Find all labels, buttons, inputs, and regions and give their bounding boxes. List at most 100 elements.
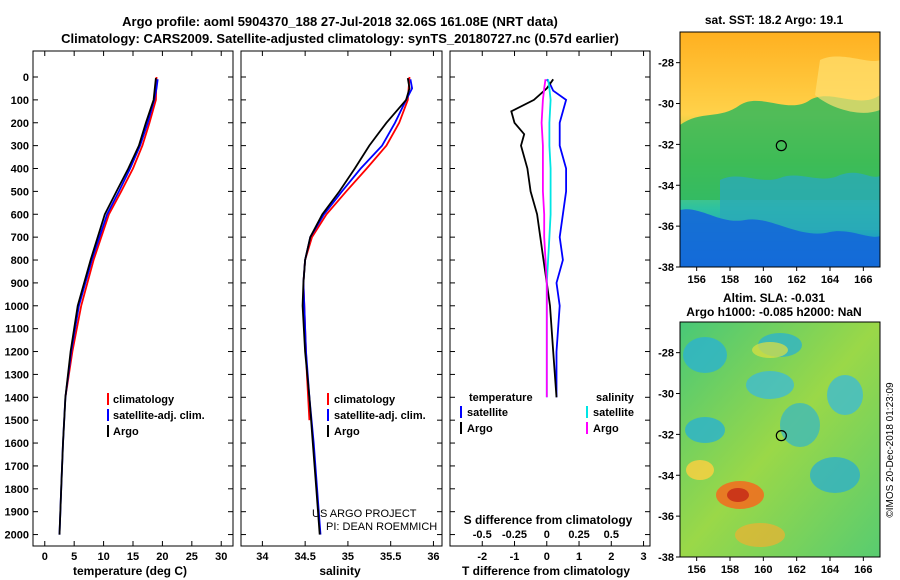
difference-legend-t-argo: Argo xyxy=(467,423,493,435)
difference-panel: -2 -1 0 1 2 3 T difference from climatology S… xyxy=(449,50,651,578)
map-x-tick-label: 162 xyxy=(787,564,805,576)
depth-tick-label: 500 xyxy=(11,186,29,198)
map-x-tick-label: 158 xyxy=(721,274,739,286)
x-tick-label: 34.5 xyxy=(294,551,315,563)
map-y-tick-label: -28 xyxy=(658,348,674,360)
depth-tick-label: 1600 xyxy=(5,438,29,450)
sst-map-warm-patch xyxy=(815,56,880,113)
difference-legend-s-argo: Argo xyxy=(593,423,619,435)
depth-tick-label: 0 xyxy=(23,72,29,84)
salinity-panel: 34 34.5 35 35.5 36 salinity climatology sate… xyxy=(240,50,443,578)
depth-tick-label: 600 xyxy=(11,209,29,221)
depth-tick-label: 1100 xyxy=(5,324,29,336)
sst-map-frame xyxy=(679,31,881,268)
sst-map-title: sat. SST: 18.2 Argo: 19.1 xyxy=(705,13,844,27)
difference-top-tick-label: 0.5 xyxy=(604,529,619,541)
temperature-xlabel: temperature (deg C) xyxy=(73,564,187,578)
depth-tick-label: 1400 xyxy=(5,392,29,404)
salinity-legend: climatology satellite-adj. clim. Argo xyxy=(327,393,426,438)
sst-map-field xyxy=(680,32,880,267)
map-x-tick-label: 156 xyxy=(687,564,705,576)
sla-map-low-7 xyxy=(810,457,860,493)
x-tick-label: 0 xyxy=(544,551,550,563)
header-title-line2: Climatology: CARS2009. Satellite-adjuste… xyxy=(61,31,619,46)
salinity-plot-frame xyxy=(240,50,443,547)
x-tick-label: 15 xyxy=(127,551,139,563)
depth-tick-label: 1500 xyxy=(5,415,29,427)
sst-map-argo-marker xyxy=(775,140,787,152)
x-tick-label: 10 xyxy=(97,551,109,563)
credit-pi: PI: DEAN ROEMMICH xyxy=(326,521,437,533)
difference-series-s-argo xyxy=(540,79,548,398)
temperature-legend-satellite: satellite-adj. clim. xyxy=(113,410,205,422)
salinity-lines xyxy=(301,76,414,535)
x-tick-label: -1 xyxy=(510,551,520,563)
x-tick-label: 30 xyxy=(215,551,227,563)
temperature-plot-frame xyxy=(32,50,234,547)
difference-xlabel: T difference from climatology xyxy=(462,564,630,578)
sla-map-field xyxy=(680,322,880,557)
difference-legend: temperature salinity satellite Argo sate… xyxy=(460,392,635,435)
sla-map-title: Altim. SLA: -0.031 xyxy=(723,291,825,305)
difference-series-t-argo xyxy=(510,78,558,398)
map-x-tick-label: 162 xyxy=(787,274,805,286)
salinity-ticks: 34 34.5 35 35.5 36 xyxy=(241,51,442,563)
difference-ticks: -2 -1 0 1 2 3 xyxy=(450,51,650,563)
sst-map-ticks: 156 158 160 162 164 166 -28 -30 -32 -34 -36 -38 xyxy=(658,58,872,286)
sla-map-low-3 xyxy=(746,371,794,399)
x-tick-label: 35 xyxy=(342,551,354,563)
depth-tick-label: 200 xyxy=(11,118,29,130)
temperature-series-climatology xyxy=(64,76,158,398)
x-tick-label: 34 xyxy=(256,551,269,563)
map-y-tick-label: -32 xyxy=(658,139,674,151)
temperature-legend: climatology satellite-adj. clim. Argo xyxy=(107,393,205,438)
x-tick-label: 36 xyxy=(427,551,439,563)
sla-map-high-core xyxy=(727,488,749,502)
temperature-series-argo xyxy=(58,78,157,535)
difference-legend-t-satellite: satellite xyxy=(467,407,508,419)
salinity-xlabel: salinity xyxy=(319,564,361,578)
depth-tick-label: 700 xyxy=(11,232,29,244)
temperature-ticks: 0100200300400500600700800900100011001200… xyxy=(5,51,233,563)
sla-map-high-3 xyxy=(686,460,714,480)
map-y-tick-label: -38 xyxy=(658,552,674,564)
depth-tick-label: 900 xyxy=(11,278,29,290)
x-tick-label: 20 xyxy=(156,551,168,563)
x-tick-label: 1 xyxy=(576,551,582,563)
difference-top-tick-label: 0.25 xyxy=(568,529,589,541)
sla-map-argo-marker xyxy=(775,430,787,442)
map-x-tick-label: 166 xyxy=(854,274,872,286)
sst-map-blue-band xyxy=(680,209,880,267)
salinity-legend-argo: Argo xyxy=(334,426,360,438)
temperature-legend-argo: Argo xyxy=(113,426,139,438)
salinity-series-argo xyxy=(301,77,411,535)
sst-map-cyan-band xyxy=(720,172,880,230)
depth-tick-label: 1300 xyxy=(5,369,29,381)
map-x-tick-label: 158 xyxy=(721,564,739,576)
map-y-tick-label: -36 xyxy=(658,511,674,523)
map-y-tick-label: -34 xyxy=(658,470,675,482)
sla-map-low-4 xyxy=(685,417,725,443)
map-y-tick-label: -28 xyxy=(658,58,674,70)
difference-top-tick-label: -0.25 xyxy=(502,529,527,541)
x-tick-label: 35.5 xyxy=(380,551,401,563)
depth-tick-label: 400 xyxy=(11,164,29,176)
depth-tick-label: 300 xyxy=(11,141,29,153)
sla-map-frame xyxy=(679,321,881,558)
map-x-tick-label: 164 xyxy=(821,564,840,576)
sla-map-high-4 xyxy=(735,523,785,547)
difference-lines xyxy=(510,78,568,398)
map-y-tick-label: -34 xyxy=(658,180,675,192)
salinity-legend-satellite: satellite-adj. clim. xyxy=(334,410,426,422)
difference-legend-s-satellite: satellite xyxy=(593,407,634,419)
sla-map-low-1 xyxy=(683,337,727,373)
difference-xlabel-top: S difference from climatology xyxy=(464,513,633,527)
x-tick-label: 25 xyxy=(186,551,198,563)
salinity-legend-climatology: climatology xyxy=(334,394,396,406)
map-x-tick-label: 166 xyxy=(854,564,872,576)
sla-map-low-6 xyxy=(827,375,863,415)
map-x-tick-label: 156 xyxy=(687,274,705,286)
sla-map-high-2 xyxy=(752,342,788,358)
x-tick-label: 0 xyxy=(42,551,48,563)
map-y-tick-label: -38 xyxy=(658,262,674,274)
